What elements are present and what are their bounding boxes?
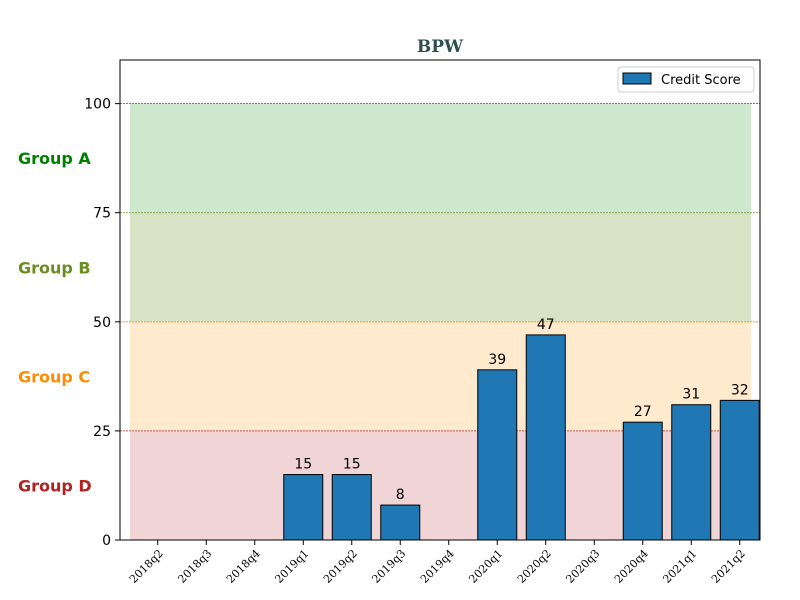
x-tick-label-2021q1: 2021q1 xyxy=(660,547,699,586)
x-tick-label-2021q2: 2021q2 xyxy=(709,547,748,586)
group-c-band xyxy=(130,321,751,431)
group-a-band xyxy=(130,103,751,213)
plot-frame xyxy=(119,59,761,541)
bar-2021q1 xyxy=(671,404,712,541)
y-axis-ticks: 0 25 50 75 100 xyxy=(84,97,120,549)
bar-2019q2 xyxy=(331,474,372,541)
group-bands xyxy=(120,103,760,540)
bar-2020q1 xyxy=(477,369,518,541)
data-label-2020q4: 27 xyxy=(634,404,652,420)
legend: Credit Score xyxy=(617,66,755,93)
y-tick-label-50: 50 xyxy=(93,315,111,331)
data-label-2020q1: 39 xyxy=(488,352,506,368)
data-label-2021q2: 32 xyxy=(731,382,749,398)
data-label-2019q2: 15 xyxy=(343,457,361,473)
x-tick-label-2018q2: 2018q2 xyxy=(127,547,166,586)
data-label-2021q1: 31 xyxy=(682,387,700,403)
data-label-2020q2: 47 xyxy=(537,317,555,333)
x-tick-label-2020q1: 2020q1 xyxy=(466,547,505,586)
bar-2020q4 xyxy=(622,421,663,541)
x-tick-label-2018q4: 2018q4 xyxy=(224,547,263,586)
data-labels: 15 15 8 39 47 27 31 32 xyxy=(294,317,748,503)
bar-2021q2 xyxy=(719,399,760,541)
legend-box xyxy=(617,66,755,93)
legend-swatch xyxy=(622,72,652,85)
group-labels: Group A Group B Group C Group D xyxy=(18,149,92,495)
legend-label: Credit Score xyxy=(661,73,741,88)
y-tick-label-0: 0 xyxy=(102,533,111,549)
x-tick-label-2019q4: 2019q4 xyxy=(418,547,457,586)
data-label-2019q1: 15 xyxy=(294,457,312,473)
chart-title: BPW xyxy=(417,37,464,57)
x-tick-label-2020q3: 2020q3 xyxy=(563,547,602,586)
x-tick-label-2018q3: 2018q3 xyxy=(175,547,214,586)
x-tick-label-2019q3: 2019q3 xyxy=(369,547,408,586)
x-tick-label-2020q4: 2020q4 xyxy=(612,547,651,586)
x-tick-label-2020q2: 2020q2 xyxy=(515,547,554,586)
group-b-band xyxy=(130,212,751,322)
y-tick-label-25: 25 xyxy=(93,424,111,440)
x-tick-label-2019q1: 2019q1 xyxy=(272,547,311,586)
group-b-label: Group B xyxy=(18,258,91,277)
data-label-2019q3: 8 xyxy=(396,487,405,503)
x-axis-ticks: 2018q2 2018q3 2018q4 2019q1 2019q2 2019q3 2019… xyxy=(127,540,748,586)
group-d-label: Group D xyxy=(18,476,92,495)
x-tick-label-2019q2: 2019q2 xyxy=(321,547,360,586)
y-tick-label-100: 100 xyxy=(84,97,111,113)
bar-2020q2 xyxy=(525,334,566,541)
bar-2019q3 xyxy=(380,504,421,541)
bar-2019q1 xyxy=(283,474,324,541)
y-tick-label-75: 75 xyxy=(93,206,111,222)
group-a-label: Group A xyxy=(18,149,91,168)
group-c-label: Group C xyxy=(18,367,90,386)
